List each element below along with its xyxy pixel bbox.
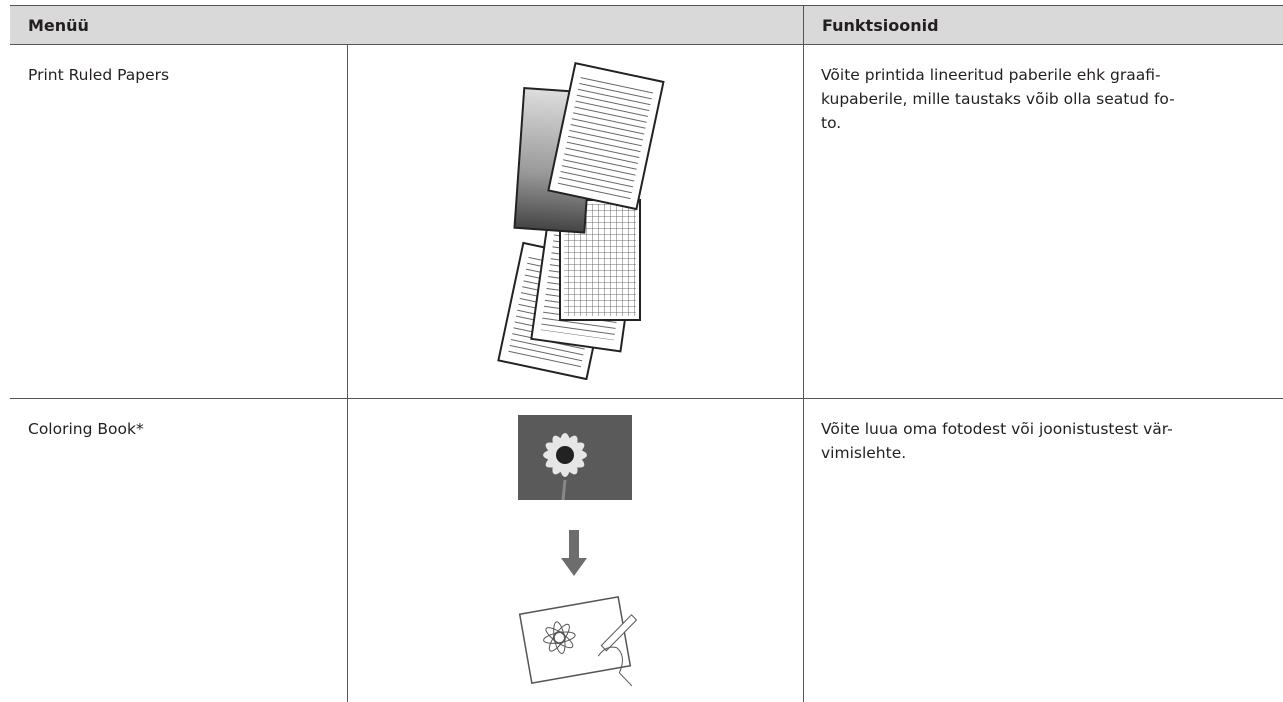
header-cell: Menüü <box>10 5 803 45</box>
menu-cell: Coloring Book* <box>28 420 144 438</box>
ruled-papers-illustration <box>497 62 665 380</box>
text-line: kupaberile, mille taustaks võib olla sea… <box>821 90 1175 108</box>
text-line: to. <box>821 114 842 132</box>
text-line: Võite printida lineeritud paberile ehk g… <box>821 66 1161 84</box>
coloring-book-illustration <box>518 415 638 687</box>
header-cell: Funktsioonid <box>803 5 1283 45</box>
menu-cell: Print Ruled Papers <box>28 66 170 84</box>
description-cell: Võite printida lineeritud paberile ehk g… <box>803 45 1283 135</box>
text-line: Võite luua oma fotodest või joonistustes… <box>821 420 1173 438</box>
row-divider <box>10 398 1283 399</box>
column-divider <box>803 45 804 702</box>
description-cell: Võite luua oma fotodest või joonistustes… <box>803 399 1283 465</box>
text-line: vimislehte. <box>821 444 907 462</box>
column-divider <box>347 45 348 702</box>
